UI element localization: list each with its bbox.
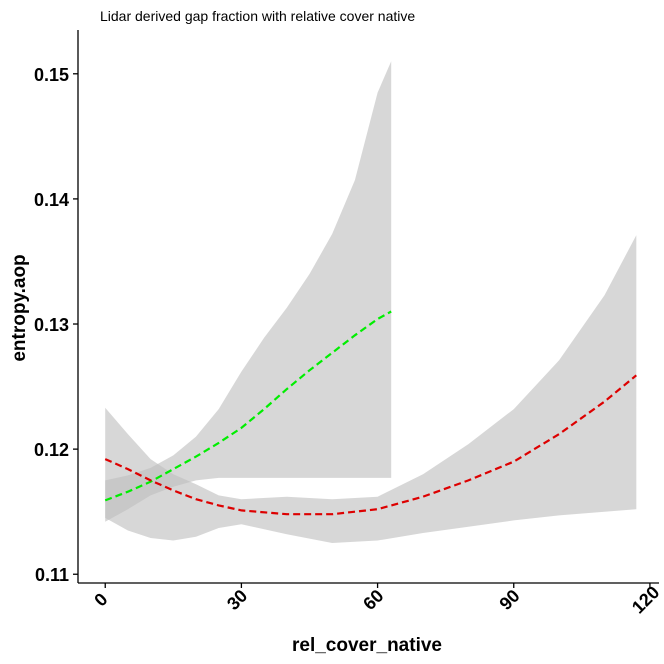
x-tick-label: 0: [90, 589, 111, 610]
x-tick-label: 30: [223, 586, 251, 614]
y-tick-label: 0.13: [34, 315, 69, 335]
x-axis-ticks: 0 30 60 90 120: [90, 582, 663, 617]
y-tick-label: 0.12: [34, 440, 69, 460]
confidence-bands: [105, 61, 637, 543]
y-axis-ticks: 0.11 0.12 0.13 0.14 0.15: [34, 65, 78, 585]
fit-line-2: [104, 374, 638, 516]
fit-lines: [104, 310, 638, 516]
confidence-band-1: [105, 61, 392, 522]
chart-title: Lidar derived gap fraction with relative…: [100, 8, 415, 24]
y-axis-label: entropy.aop: [9, 254, 30, 361]
y-tick-label: 0.14: [34, 190, 69, 210]
confidence-band-2: [105, 235, 637, 543]
x-tick-label: 90: [495, 586, 523, 614]
y-tick-label: 0.15: [34, 65, 69, 85]
x-tick-label: 120: [628, 582, 663, 617]
fit-line-1: [104, 310, 392, 502]
y-tick-label: 0.11: [35, 565, 69, 585]
x-axis-label: rel_cover_native: [292, 635, 442, 656]
x-tick-label: 60: [359, 586, 387, 614]
